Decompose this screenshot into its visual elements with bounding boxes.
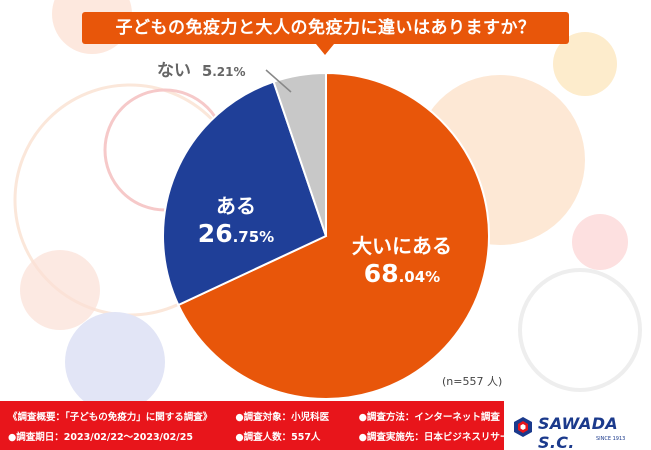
deco-circle [572,214,628,270]
small-slice-leader-line [265,69,292,93]
slice-label-nai: ない 5.21% [157,56,246,81]
slice-value: 26.75% [197,219,275,248]
slice-category: ない [157,61,191,81]
brand-since: SINCE 1913 [596,436,626,442]
chart-title: 子どもの免疫力と大人の免疫力に違いはありますか？ [82,12,569,44]
brand-area: SAWADA S.C. SINCE 1913 [504,401,651,450]
footer-target: ●調査対象：小児科医 [235,412,330,423]
slice-category: 大いにある [352,234,452,258]
footer-survey-overview: 《調査概要：「子どもの免疫力」に関する調査》 [8,412,213,423]
slice-value: 68.04% [363,259,441,288]
deco-circle [20,250,100,330]
footer-row-2: ●調査期日：2023/02/22〜2023/02/25 ●調査人数：557人 ●… [8,429,519,443]
slice-value: 5.21% [201,62,246,80]
slice-aru [162,80,328,307]
pie-slices [162,71,490,400]
survey-footer: 《調査概要：「子どもの免疫力」に関する調査》 ●調査対象：小児科医 ●調査方法：… [0,401,519,450]
footer-period: ●調査期日：2023/02/22〜2023/02/25 [8,432,193,443]
deco-circle [65,312,165,412]
brand-name: SAWADA S.C. [538,414,618,450]
slice-daini-aru [177,71,490,400]
footer-method: ●調査方法：インターネット調査 [358,412,500,423]
footer-row-1: 《調査概要：「子どもの免疫力」に関する調査》 ●調査対象：小児科医 ●調査方法：… [8,409,500,423]
slice-category: ある [216,194,256,218]
sample-size: (n=557 人) [442,375,503,388]
footer-count: ●調査人数：557人 [235,432,321,443]
deco-circle [553,32,617,96]
slice-label-aru: ある 26.75% [186,190,286,248]
footer-conductor: ●調査実施先：日本ビジネスリサーチ [358,432,519,443]
deco-ring [518,268,642,392]
title-pointer [316,44,334,55]
slice-nai [272,71,327,237]
slice-label-daini-aru: 大いにある 68.04% [342,230,462,288]
sawada-logo-icon [514,417,532,437]
